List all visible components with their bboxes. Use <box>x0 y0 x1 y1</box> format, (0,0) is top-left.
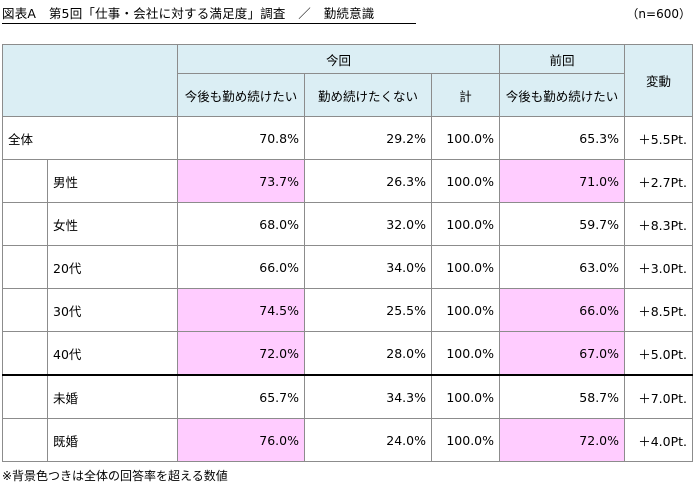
row-label: 未婚 <box>47 374 178 419</box>
table-row: 既婚 76.0% 24.0% 100.0% 72.0% ＋4.0Pt. <box>2 418 694 462</box>
cell-change: ＋8.5Pt. <box>624 288 694 332</box>
indent-cell <box>2 331 48 376</box>
indent-cell <box>2 418 48 462</box>
header-row-columns: 今後も勤め続けたい 勤め続けたくない 計 今後も勤め続けたい <box>3 73 693 117</box>
cell-total: 100.0% <box>430 202 501 246</box>
cell-leave: 29.2% <box>304 116 432 160</box>
cell-prev: 58.7% <box>499 374 626 419</box>
cell-leave: 34.0% <box>304 245 432 289</box>
cell-total: 100.0% <box>430 418 501 462</box>
cell-change: ＋5.5Pt. <box>624 116 694 160</box>
row-label: 男性 <box>47 159 178 203</box>
row-label: 40代 <box>47 331 178 376</box>
row-label: 30代 <box>47 288 178 332</box>
row-label: 女性 <box>47 202 178 246</box>
cell-change: ＋3.0Pt. <box>624 245 694 289</box>
table-row: 30代 74.5% 25.5% 100.0% 66.0% ＋8.5Pt. <box>2 288 694 332</box>
header-change: 変動 <box>624 44 694 117</box>
figure-title: 図表A 第5回「仕事・会社に対する満足度」調査 ／ 勤続意識 <box>2 6 416 24</box>
cell-total: 100.0% <box>430 331 501 376</box>
cell-change: ＋7.0Pt. <box>624 374 694 419</box>
sample-size: （n=600） <box>626 7 691 21</box>
cell-prev: 66.0% <box>499 288 626 332</box>
indent-cell <box>2 245 48 289</box>
cell-stay: 68.0% <box>177 202 305 246</box>
cell-leave: 28.0% <box>304 331 432 376</box>
header-row-group: 今回 前回 変動 <box>2 44 694 117</box>
cell-prev: 63.0% <box>499 245 626 289</box>
indent-cell <box>2 288 48 332</box>
cell-prev: 65.3% <box>499 116 626 160</box>
cell-leave: 32.0% <box>304 202 432 246</box>
table-row: 40代 72.0% 28.0% 100.0% 67.0% ＋5.0Pt. <box>2 331 694 376</box>
cell-total: 100.0% <box>430 245 501 289</box>
header-col-total: 計 <box>430 73 501 117</box>
row-label: 20代 <box>47 245 178 289</box>
cell-stay: 65.7% <box>177 374 305 419</box>
header-col-prev-stay: 今後も勤め続けたい <box>499 73 626 117</box>
cell-change: ＋5.0Pt. <box>624 331 694 376</box>
indent-cell <box>2 374 48 419</box>
table-row: 女性 68.0% 32.0% 100.0% 59.7% ＋8.3Pt. <box>2 202 694 246</box>
cell-leave: 24.0% <box>304 418 432 462</box>
cell-prev: 67.0% <box>499 331 626 376</box>
table-row: 男性 73.7% 26.3% 100.0% 71.0% ＋2.7Pt. <box>2 159 694 203</box>
cell-total: 100.0% <box>430 116 501 160</box>
cell-stay: 66.0% <box>177 245 305 289</box>
cell-prev: 71.0% <box>499 159 626 203</box>
cell-leave: 34.3% <box>304 374 432 419</box>
survey-table: 今回 前回 変動 今後も勤め続けたい 勤め続けたくない 計 今後も勤め続けたい … <box>2 44 694 462</box>
header-current: 今回 <box>176 44 501 74</box>
row-label: 全体 <box>2 116 178 160</box>
cell-change: ＋4.0Pt. <box>624 418 694 462</box>
cell-stay: 76.0% <box>177 418 305 462</box>
header-previous: 前回 <box>499 44 626 74</box>
cell-stay: 72.0% <box>177 331 305 376</box>
cell-stay: 70.8% <box>177 116 305 160</box>
cell-change: ＋2.7Pt. <box>624 159 694 203</box>
row-label: 既婚 <box>47 418 178 462</box>
table-row-overall: 全体 70.8% 29.2% 100.0% 65.3% ＋5.5Pt. <box>2 116 694 160</box>
cell-stay: 74.5% <box>177 288 305 332</box>
cell-total: 100.0% <box>430 159 501 203</box>
header-col-leave: 勤め続けたくない <box>304 73 432 117</box>
footnote: ※背景色つきは全体の回答率を超える数値 <box>2 469 228 483</box>
table-row: 20代 66.0% 34.0% 100.0% 63.0% ＋3.0Pt. <box>2 245 694 289</box>
indent-cell <box>2 159 48 203</box>
cell-leave: 26.3% <box>304 159 432 203</box>
cell-prev: 59.7% <box>499 202 626 246</box>
table-row: 未婚 65.7% 34.3% 100.0% 58.7% ＋7.0Pt. <box>2 374 694 419</box>
cell-total: 100.0% <box>430 288 501 332</box>
header-col-stay: 今後も勤め続けたい <box>177 73 305 117</box>
cell-total: 100.0% <box>430 374 501 419</box>
cell-change: ＋8.3Pt. <box>624 202 694 246</box>
cell-stay: 73.7% <box>177 159 305 203</box>
cell-leave: 25.5% <box>304 288 432 332</box>
header-corner-cell <box>2 44 178 117</box>
cell-prev: 72.0% <box>499 418 626 462</box>
indent-cell <box>2 202 48 246</box>
